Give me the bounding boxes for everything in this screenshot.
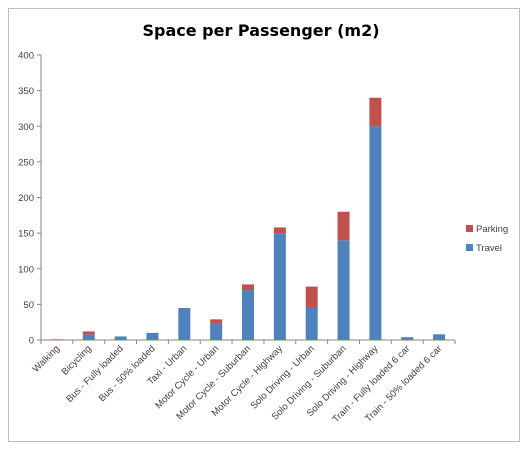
- bar-segment-parking: [273, 227, 286, 234]
- bar-segment-travel: [401, 337, 414, 340]
- legend-label-travel: Travel: [476, 243, 502, 254]
- bar-segment-parking: [82, 331, 95, 335]
- bar-segment-travel: [337, 240, 350, 340]
- legend-swatch-parking: [466, 225, 473, 232]
- bars: [50, 97, 446, 340]
- y-tick-label: 400: [18, 51, 34, 62]
- y-tick-label: 300: [18, 122, 34, 133]
- bar-segment-parking: [305, 286, 318, 308]
- bar-segment-travel: [273, 233, 286, 340]
- bar-segment-travel: [242, 290, 254, 340]
- y-tick-label: 350: [18, 86, 34, 97]
- bar-segment-parking: [337, 211, 350, 241]
- bar-segment-travel: [146, 332, 159, 340]
- bar-segment-travel: [50, 339, 63, 340]
- chart-frame: [8, 8, 520, 442]
- y-tick-label: 50: [23, 300, 34, 311]
- y-tick-label: 200: [18, 193, 34, 204]
- y-tick-label: 100: [18, 264, 34, 275]
- chart-title: Space per Passenger (m2): [142, 21, 379, 40]
- legend-label-parking: Parking: [476, 224, 508, 235]
- bar-segment-travel: [305, 307, 318, 340]
- x-category-label: Bus - 50% loaded: [97, 343, 158, 404]
- bar-segment-travel: [433, 334, 446, 340]
- x-category-label: Bus - Fully loaded: [64, 343, 126, 405]
- bar-segment-travel: [210, 323, 223, 340]
- bar-segment-parking: [210, 319, 223, 324]
- bar-segment-parking: [242, 284, 254, 291]
- bar-segment-travel: [82, 334, 95, 340]
- bar-segment-travel: [114, 336, 127, 340]
- legend-swatch-travel: [466, 244, 473, 251]
- bar-segment-travel: [369, 126, 382, 340]
- x-category-label: Walking: [31, 343, 62, 374]
- y-axis: 0 50 100 150 200 250 300 350 400: [18, 51, 42, 347]
- y-tick-label: 0: [29, 336, 34, 347]
- y-tick-label: 150: [18, 229, 34, 240]
- bar-segment-parking: [369, 97, 382, 127]
- bar-segment-travel: [178, 307, 191, 340]
- legend: Parking Travel: [466, 224, 508, 254]
- y-tick-label: 250: [18, 157, 34, 168]
